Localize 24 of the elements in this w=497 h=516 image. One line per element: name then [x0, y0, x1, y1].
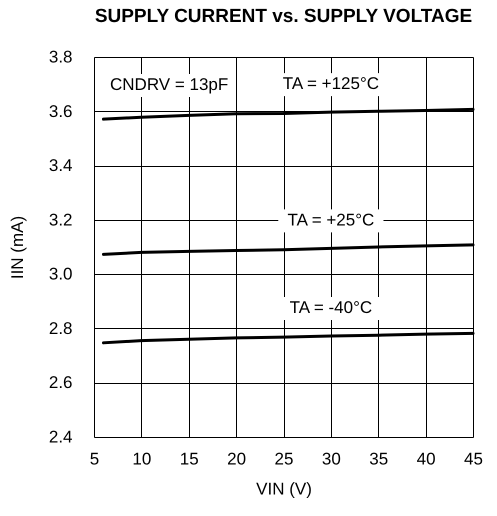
y-tick-label: 3.8	[48, 48, 72, 66]
x-tick-label: 30	[322, 450, 341, 468]
x-tick-label: 25	[274, 450, 294, 468]
x-tick-label: 5	[90, 450, 100, 468]
y-tick-label: 3.0	[48, 264, 72, 284]
x-tick-label: 35	[369, 450, 388, 468]
series-label: TA = +125°C	[282, 74, 380, 94]
x-tick-label: 20	[227, 450, 246, 468]
y-axis-title: IIN (mA)	[8, 216, 27, 280]
y-tick-label: 2.6	[48, 373, 72, 392]
x-tick-label: 40	[416, 450, 436, 468]
series-label: TA = +25°C	[287, 210, 374, 230]
chart-title: SUPPLY CURRENT vs. SUPPLY VOLTAGE	[94, 6, 472, 27]
series-label: TA = -40°C	[290, 298, 372, 318]
x-axis-title: VIN (V)	[256, 480, 312, 498]
y-tick-label: 3.6	[48, 102, 72, 121]
y-tick-label: 3.4	[48, 156, 72, 176]
y-tick-label: 2.4	[48, 428, 72, 446]
x-tick-label: 15	[180, 450, 199, 468]
y-tick-label: 3.2	[48, 210, 72, 230]
annotation: CNDRV = 13pF	[110, 75, 228, 94]
x-tick-label: 10	[132, 450, 152, 468]
x-tick-label: 45	[464, 450, 483, 468]
y-tick-label: 2.8	[48, 318, 72, 338]
